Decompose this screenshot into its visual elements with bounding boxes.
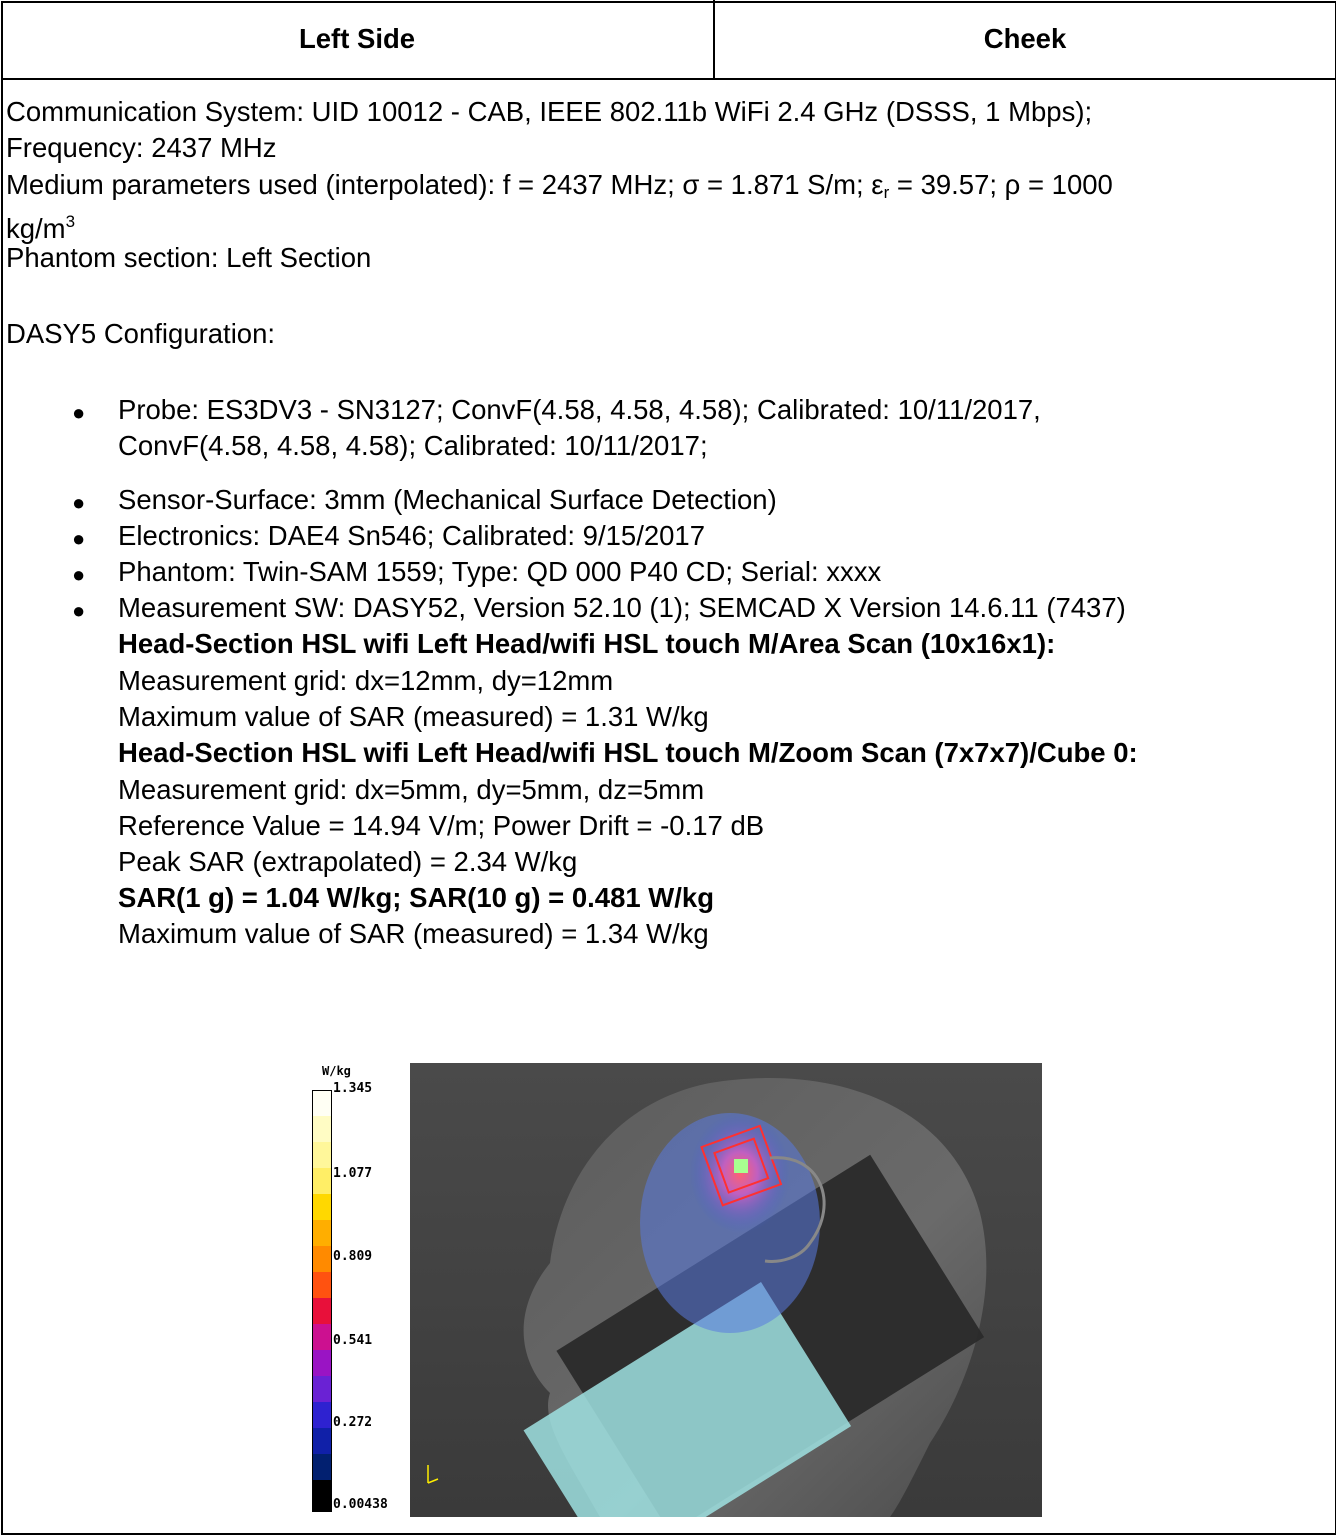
text-line: Measurement grid: dx=5mm, dy=5mm, dz=5mm [118,772,704,808]
header-cell: Left Side [0,0,714,78]
text-line: Probe: ES3DV3 - SN3127; ConvF(4.58, 4.58… [118,392,1041,428]
colorbar-tick: 0.809 [333,1249,372,1264]
text: = 39.57; ρ = 1000 [889,169,1113,200]
colorbar-tick: 1.077 [333,1166,372,1181]
text-line: DASY5 Configuration: [6,316,275,352]
header-divider [1,78,1335,80]
text-line: Sensor-Surface: 3mm (Mechanical Surface … [118,482,777,518]
text-line: Frequency: 2437 MHz [6,130,277,166]
text-line: Maximum value of SAR (measured) = 1.31 W… [118,699,709,735]
section-title: Head-Section HSL wifi Left Head/wifi HSL… [118,626,1055,662]
page: Left Side Cheek Communication System: UI… [0,0,1336,1517]
bullet: ● [72,490,85,516]
text-line: ConvF(4.58, 4.58, 4.58); Calibrated: 10/… [118,428,708,464]
bullet: ● [72,598,85,624]
colorbar-unit: W/kg [322,1064,351,1078]
sar-image [410,1063,1042,1517]
header-cell: Cheek [714,0,1336,78]
text-line: Reference Value = 14.94 V/m; Power Drift… [118,808,764,844]
text-line: Phantom section: Left Section [6,240,371,276]
text-line: Electronics: DAE4 Sn546; Calibrated: 9/1… [118,518,705,554]
result-line: SAR(1 g) = 1.04 W/kg; SAR(10 g) = 0.481 … [118,880,714,916]
bullet: ● [72,400,85,426]
text-line: Measurement grid: dx=12mm, dy=12mm [118,663,613,699]
section-title: Head-Section HSL wifi Left Head/wifi HSL… [118,735,1138,771]
colorbar-tick: 0.541 [333,1333,372,1348]
colorbar-tick: 0.00438 [333,1497,388,1512]
text-line: Communication System: UID 10012 - CAB, I… [6,94,1092,130]
colorbar-tick: 0.272 [333,1415,372,1430]
text-line: Phantom: Twin-SAM 1559; Type: QD 000 P40… [118,554,881,590]
colorbar [312,1090,332,1512]
text-line: Peak SAR (extrapolated) = 2.34 W/kg [118,844,577,880]
superscript: 3 [66,212,75,231]
bullet: ● [72,562,85,588]
colorbar-tick: 1.345 [333,1081,372,1096]
text-line: Medium parameters used (interpolated): f… [6,167,1113,211]
text-line: Maximum value of SAR (measured) = 1.34 W… [118,916,709,952]
bullet: ● [72,526,85,552]
text-line: Measurement SW: DASY52, Version 52.10 (1… [118,590,1126,626]
text: Medium parameters used (interpolated): f… [6,169,884,200]
